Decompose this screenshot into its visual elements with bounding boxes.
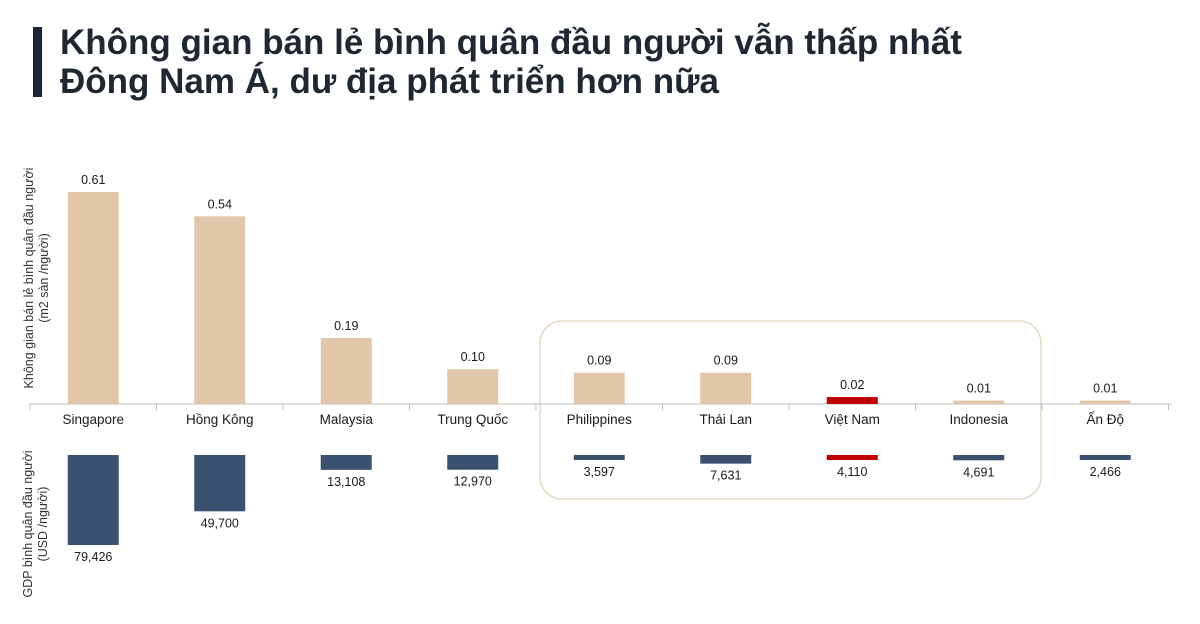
page-title: Không gian bán lẻ bình quân đầu người vẫ…: [60, 23, 962, 101]
callout-box: [539, 320, 1042, 500]
retail-value-label-trung-quoc: 0.10: [461, 350, 485, 364]
gdp-value-label-indonesia: 4,691: [963, 465, 994, 479]
retail-value-label-an-do: 0.01: [1093, 382, 1117, 396]
retail-bar-philippines: [573, 372, 625, 404]
gdp-bar-malaysia: [320, 455, 372, 470]
category-label-hong-kong: Hồng Kông: [186, 412, 254, 427]
category-label-thai-lan: Thái Lan: [699, 412, 752, 427]
gdp-value-label-thai-lan: 7,631: [710, 469, 741, 483]
category-label-singapore: Singapore: [62, 412, 124, 427]
title-line-1: Không gian bán lẻ bình quân đầu người vẫ…: [60, 23, 962, 62]
retail-value-label-indonesia: 0.01: [967, 382, 991, 396]
gdp-bar-an-do: [1079, 455, 1131, 460]
gdp-bar-trung-quoc: [447, 455, 499, 470]
title-accent-bar: [33, 27, 42, 97]
retail-value-label-philippines: 0.09: [587, 354, 611, 368]
retail-value-label-hong-kong: 0.54: [208, 197, 232, 211]
category-label-viet-nam: Việt Nam: [825, 412, 880, 427]
gdp-value-label-philippines: 3,597: [584, 465, 615, 479]
gdp-value-label-an-do: 2,466: [1090, 465, 1121, 479]
category-label-philippines: Philippines: [567, 412, 633, 427]
retail-bar-viet-nam: [826, 397, 878, 404]
gdp-value-label-trung-quoc: 12,970: [454, 475, 492, 489]
retail-value-label-thai-lan: 0.09: [714, 354, 738, 368]
retail-bar-hong-kong: [194, 216, 246, 404]
retail-value-label-viet-nam: 0.02: [840, 378, 864, 392]
category-label-malaysia: Malaysia: [320, 412, 374, 427]
gdp-value-label-malaysia: 13,108: [327, 475, 365, 489]
gdp-value-label-viet-nam: 4,110: [837, 465, 867, 479]
gdp-bar-thai-lan: [700, 455, 752, 464]
gdp-value-label-singapore: 79,426: [74, 550, 112, 564]
gdp-value-label-hong-kong: 49,700: [201, 516, 239, 530]
chart-canvas: 0.61 Singapore 79,426 0.54 Hồng Kông 49,700 0.…: [29, 173, 1172, 564]
retail-bar-trung-quoc: [447, 369, 499, 404]
retail-bar-malaysia: [320, 337, 372, 404]
gdp-bar-viet-nam: [826, 455, 878, 460]
title-line-2: Đông Nam Á, dư địa phát triển hơn nữa: [60, 62, 719, 101]
retail-bar-indonesia: [953, 400, 1005, 404]
gdp-bar-singapore: [67, 455, 119, 545]
category-label-an-do: Ấn Độ: [1086, 412, 1124, 427]
category-label-trung-quoc: Trung Quốc: [437, 412, 508, 427]
category-label-indonesia: Indonesia: [949, 412, 1008, 427]
retail-bar-thai-lan: [700, 372, 752, 404]
retail-value-label-singapore: 0.61: [81, 173, 105, 187]
retail-bar-an-do: [1079, 400, 1131, 404]
retail-value-label-malaysia: 0.19: [334, 319, 358, 333]
gdp-bar-philippines: [573, 455, 625, 460]
retail-bar-singapore: [67, 192, 119, 404]
gdp-bar-hong-kong: [194, 455, 246, 512]
gdp-bar-indonesia: [953, 455, 1005, 461]
